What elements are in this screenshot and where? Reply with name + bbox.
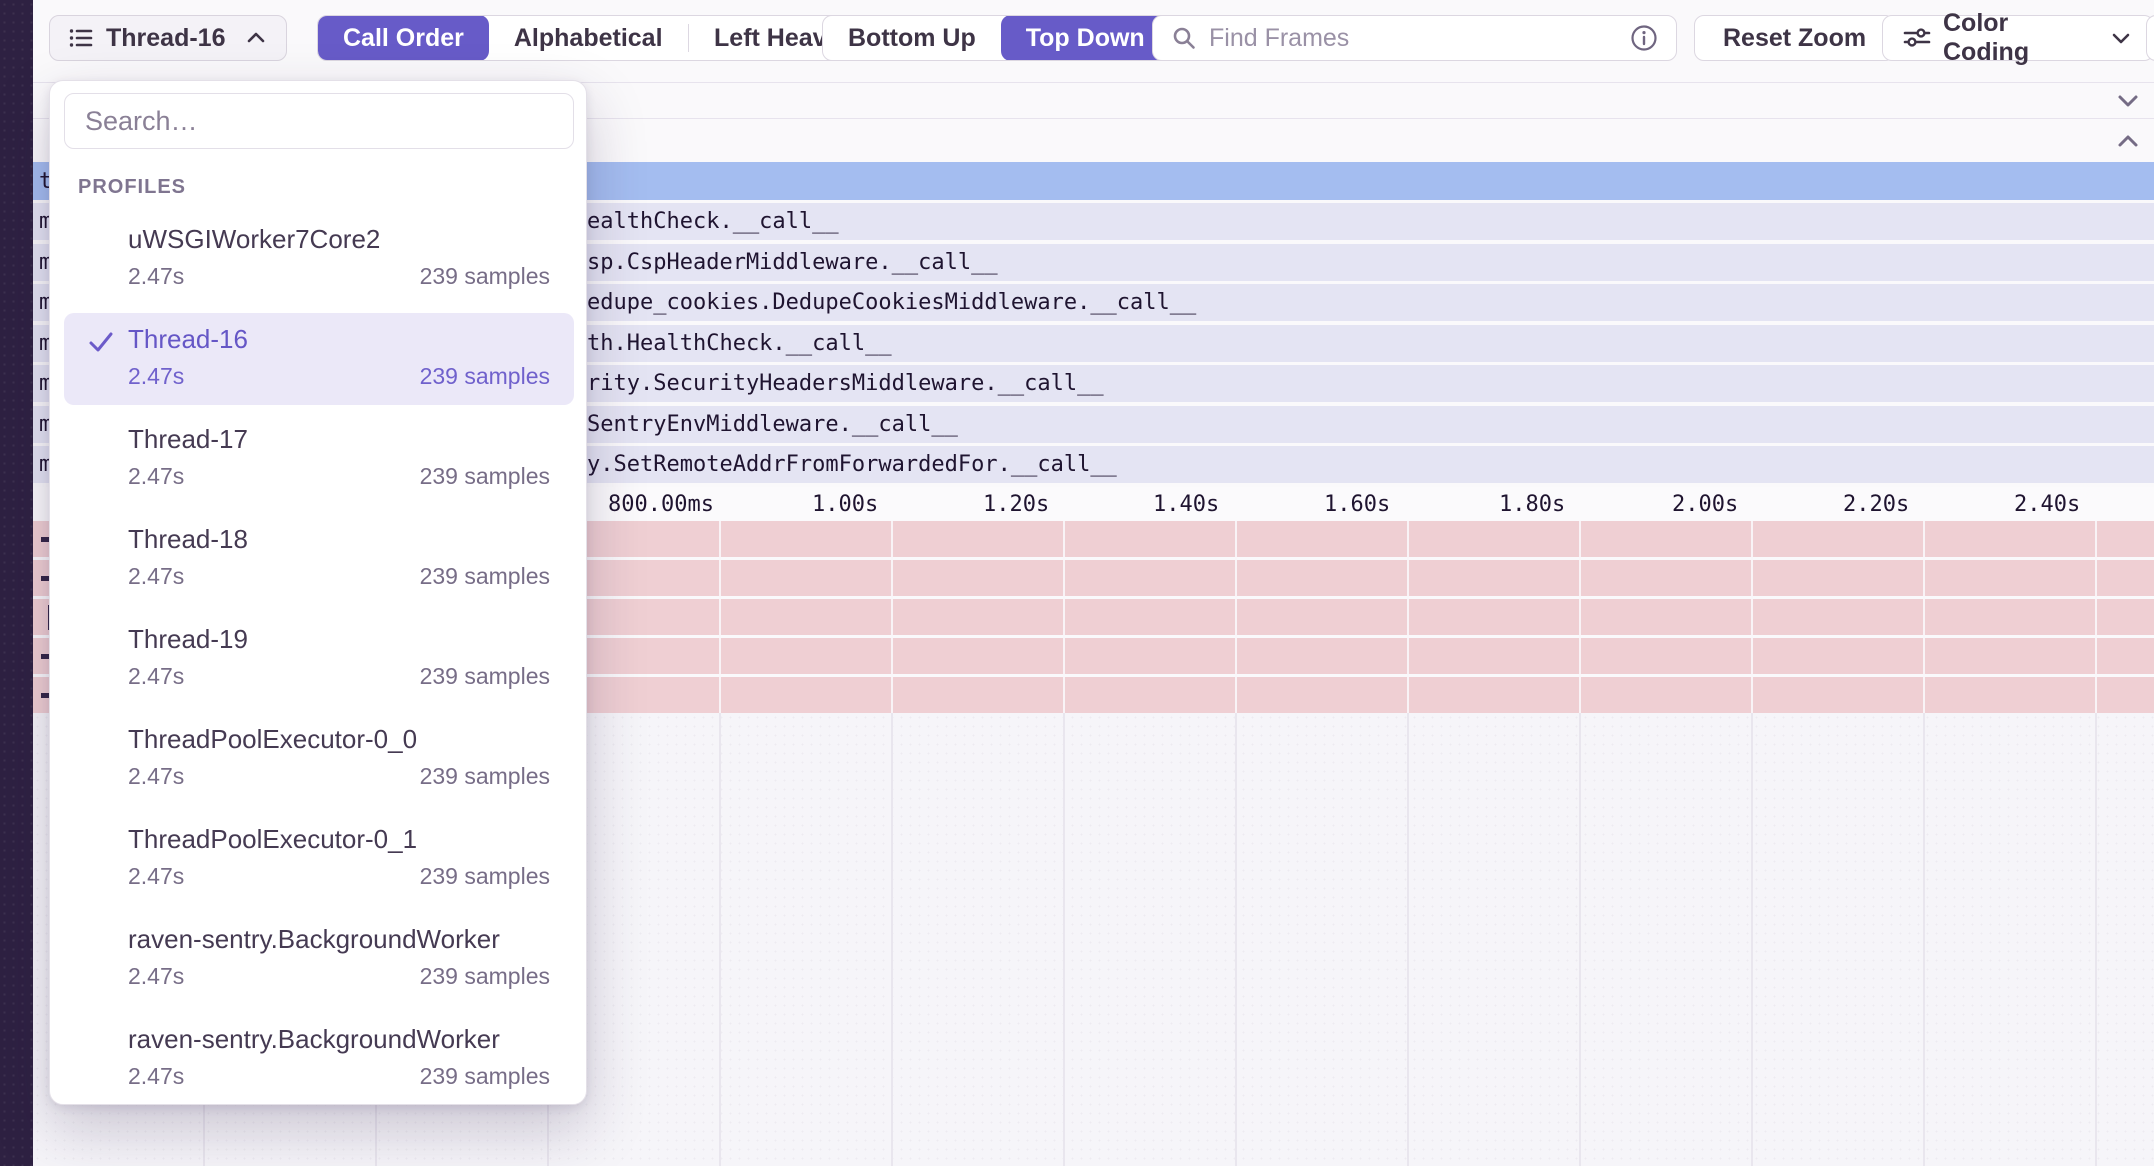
thread-duration: 2.47s <box>128 459 184 493</box>
axis-tick-label: 2.00s <box>1672 492 1738 517</box>
thread-samples: 239 samples <box>420 959 550 993</box>
thread-duration: 2.47s <box>128 559 184 593</box>
direction-bottom-up-button[interactable]: Bottom Up <box>823 15 1001 61</box>
thread-list-item[interactable]: ThreadPoolExecutor-0_1 2.47s 239 samples <box>50 811 588 911</box>
axis-tick-label: 800.00ms <box>608 492 714 517</box>
thread-name: ThreadPoolExecutor-0_1 <box>128 821 550 857</box>
sort-segmented-group: Call Order Alphabetical Left Heavy <box>317 15 866 61</box>
axis-tick-label: 1.80s <box>1499 492 1565 517</box>
thread-duration: 2.47s <box>128 659 184 693</box>
chevron-down-icon <box>2109 26 2133 50</box>
thread-samples: 239 samples <box>420 1059 550 1093</box>
cutoff-button[interactable] <box>2146 15 2154 61</box>
thread-selector-label: Thread-16 <box>106 24 225 53</box>
frame-text: SentryEnvMiddleware.__call__ <box>587 412 958 437</box>
thread-list-item[interactable]: Thread-19 2.47s 239 samples <box>50 611 588 711</box>
color-coding-label: Color Coding <box>1943 9 2097 67</box>
frame-text: edupe_cookies.DedupeCookiesMiddleware.__… <box>587 290 1196 315</box>
axis-tick-label: 2.40s <box>2014 492 2080 517</box>
axis-tick-label: 1.40s <box>1153 492 1219 517</box>
axis-tick-label: 1.60s <box>1324 492 1390 517</box>
direction-segmented-group: Bottom Up Top Down <box>822 15 1171 61</box>
axis-tick-label: 2.20s <box>1843 492 1909 517</box>
axis-tick-label: 1.00s <box>812 492 878 517</box>
thread-dropdown-menu: PROFILES uWSGIWorker7Core2 2.47s 239 sam… <box>49 80 587 1105</box>
thread-list-item[interactable]: Thread-18 2.47s 239 samples <box>50 511 588 611</box>
thread-name: Thread-16 <box>128 321 550 357</box>
color-coding-button[interactable]: Color Coding <box>1882 15 2154 61</box>
thread-duration: 2.47s <box>128 1059 184 1093</box>
chevron-down-icon[interactable] <box>2113 90 2143 112</box>
thread-samples: 239 samples <box>420 559 550 593</box>
checkmark-icon <box>86 327 116 357</box>
content-area: Thread-16 Call Order Alphabetical Left H… <box>33 0 2154 1166</box>
thread-samples: 239 samples <box>420 359 550 393</box>
frame-text: th.HealthCheck.__call__ <box>587 331 892 356</box>
thread-list-item-selected[interactable]: Thread-16 2.47s 239 samples <box>50 311 588 411</box>
thread-selector-button[interactable]: Thread-16 <box>49 15 287 61</box>
info-icon[interactable] <box>1630 24 1658 52</box>
frame-text: sp.CspHeaderMiddleware.__call__ <box>587 250 998 275</box>
thread-samples: 239 samples <box>420 859 550 893</box>
thread-name: uWSGIWorker7Core2 <box>128 221 550 257</box>
thread-list-item[interactable]: uWSGIWorker7Core2 2.47s 239 samples <box>50 211 588 311</box>
thread-name: Thread-18 <box>128 521 550 557</box>
thread-samples: 239 samples <box>420 659 550 693</box>
frame-text: ealthCheck.__call__ <box>587 209 839 234</box>
profiles-section-label: PROFILES <box>78 176 186 199</box>
direction-top-down-button[interactable]: Top Down <box>1001 15 1170 61</box>
profiler-screen: Thread-16 Call Order Alphabetical Left H… <box>0 0 2154 1166</box>
thread-list: uWSGIWorker7Core2 2.47s 239 samples Thre… <box>50 211 588 1111</box>
dropdown-search-input[interactable] <box>64 93 574 149</box>
thread-samples: 239 samples <box>420 759 550 793</box>
thread-name: Thread-17 <box>128 421 550 457</box>
axis-tick-label: 1.20s <box>983 492 1049 517</box>
find-frames-search[interactable]: Find Frames <box>1152 15 1677 61</box>
thread-name: raven-sentry.BackgroundWorker <box>128 921 550 957</box>
left-dark-rail <box>0 0 33 1166</box>
thread-duration: 2.47s <box>128 759 184 793</box>
sort-alphabetical-button[interactable]: Alphabetical <box>489 15 688 61</box>
thread-name: raven-sentry.BackgroundWorker <box>128 1021 550 1057</box>
reset-zoom-button[interactable]: Reset Zoom <box>1694 15 1895 61</box>
reset-zoom-label: Reset Zoom <box>1723 24 1866 53</box>
frame-text: rity.SecurityHeadersMiddleware.__call__ <box>587 371 1104 396</box>
thread-name: ThreadPoolExecutor-0_0 <box>128 721 550 757</box>
chevron-up-icon[interactable] <box>2113 130 2143 152</box>
search-icon <box>1171 25 1197 51</box>
thread-list-item[interactable]: raven-sentry.BackgroundWorker 2.47s 239 … <box>50 911 588 1011</box>
list-icon <box>68 25 94 51</box>
find-frames-placeholder: Find Frames <box>1209 24 1630 53</box>
thread-name: Thread-19 <box>128 621 550 657</box>
thread-duration: 2.47s <box>128 959 184 993</box>
thread-samples: 239 samples <box>420 459 550 493</box>
thread-duration: 2.47s <box>128 259 184 293</box>
thread-list-item[interactable]: raven-sentry.BackgroundWorker 2.47s 239 … <box>50 1011 588 1111</box>
frame-text: y.SetRemoteAddrFromForwardedFor.__call__ <box>587 452 1117 477</box>
thread-list-item[interactable]: Thread-17 2.47s 239 samples <box>50 411 588 511</box>
thread-duration: 2.47s <box>128 359 184 393</box>
thread-samples: 239 samples <box>420 259 550 293</box>
chevron-up-icon <box>244 26 268 50</box>
sliders-icon <box>1903 25 1931 51</box>
thread-duration: 2.47s <box>128 859 184 893</box>
toolbar: Thread-16 Call Order Alphabetical Left H… <box>33 0 2154 82</box>
thread-list-item[interactable]: ThreadPoolExecutor-0_0 2.47s 239 samples <box>50 711 588 811</box>
sort-call-order-button[interactable]: Call Order <box>318 15 489 61</box>
